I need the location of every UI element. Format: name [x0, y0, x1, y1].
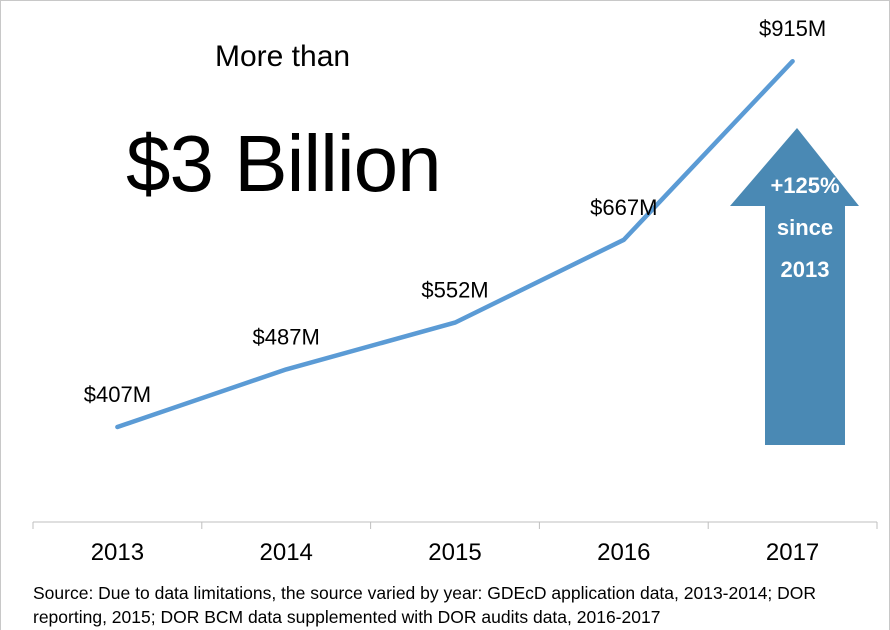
- data-label-2014: $487M: [253, 324, 320, 349]
- series-line: [115, 58, 795, 430]
- data-labels: $407M $487M $552M $667M $915M: [84, 16, 826, 407]
- growth-arrow-shape: [730, 128, 859, 445]
- headline-amount: $3 Billion: [126, 119, 442, 208]
- headline-prefix: More than: [215, 40, 351, 73]
- data-label-2013: $407M: [84, 382, 151, 407]
- x-tick-label-2013: 2013: [91, 539, 144, 566]
- source-note: Source: Due to data limitations, the sou…: [33, 583, 817, 627]
- growth-arrow-line3: 2013: [781, 257, 830, 282]
- growth-arrow-line2: since: [777, 215, 833, 240]
- data-label-2017: $915M: [759, 16, 826, 41]
- data-label-2015: $552M: [421, 278, 488, 303]
- x-tick-label-2016: 2016: [597, 539, 650, 566]
- x-axis: 2013 2014 2015 2016 2017: [32, 521, 878, 566]
- growth-arrow: +125% since 2013: [730, 128, 859, 445]
- series-revenue: [115, 58, 795, 430]
- growth-arrow-line1: +125%: [770, 173, 839, 198]
- x-tick-label-2015: 2015: [428, 539, 481, 566]
- x-tick-label-2014: 2014: [260, 539, 313, 566]
- data-label-2016: $667M: [590, 195, 657, 220]
- x-tick-label-2017: 2017: [766, 539, 819, 566]
